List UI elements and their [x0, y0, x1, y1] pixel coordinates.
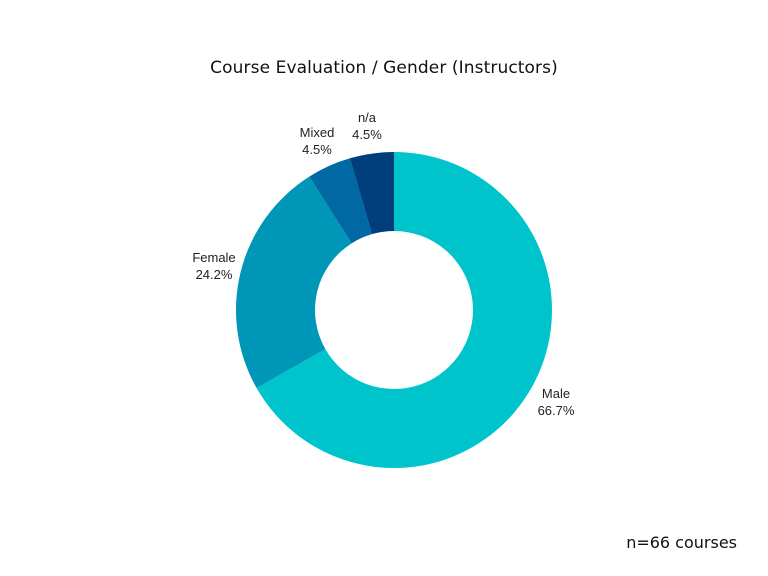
slice-male — [256, 152, 552, 468]
slice-percent-label: 4.5% — [352, 127, 382, 142]
slice-label: Male — [542, 386, 570, 401]
sample-size-note: n=66 courses — [626, 533, 737, 552]
donut-slices — [236, 152, 552, 468]
slice-percent-label: 4.5% — [302, 142, 332, 157]
slice-label: n/a — [358, 110, 377, 125]
slice-n-a — [349, 152, 394, 235]
donut-labels: Male 66.7% Female 24.2% Mixed 4.5% n/a 4.5% — [192, 110, 575, 418]
slice-percent-label: 24.2% — [196, 267, 233, 282]
slice-label: Mixed — [300, 125, 335, 140]
slice-percent-label: 66.7% — [538, 403, 575, 418]
slice-female — [236, 176, 352, 389]
slice-mixed — [309, 158, 372, 244]
chart-title: Course Evaluation / Gender (Instructors) — [210, 58, 558, 78]
slice-label: Female — [192, 250, 235, 265]
